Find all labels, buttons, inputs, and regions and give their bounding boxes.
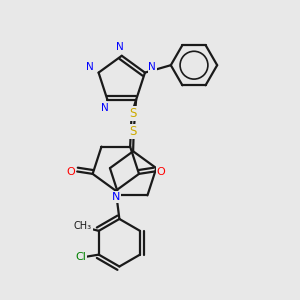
- Text: O: O: [157, 167, 165, 176]
- Text: N: N: [86, 62, 94, 72]
- Text: S: S: [129, 125, 137, 138]
- Text: S: S: [129, 107, 137, 120]
- Text: N: N: [116, 43, 123, 52]
- Text: N: N: [101, 103, 109, 113]
- Text: Cl: Cl: [76, 252, 86, 262]
- Text: N: N: [148, 62, 156, 72]
- Text: O: O: [66, 167, 75, 176]
- Text: N: N: [112, 192, 120, 202]
- Text: CH₃: CH₃: [74, 221, 92, 231]
